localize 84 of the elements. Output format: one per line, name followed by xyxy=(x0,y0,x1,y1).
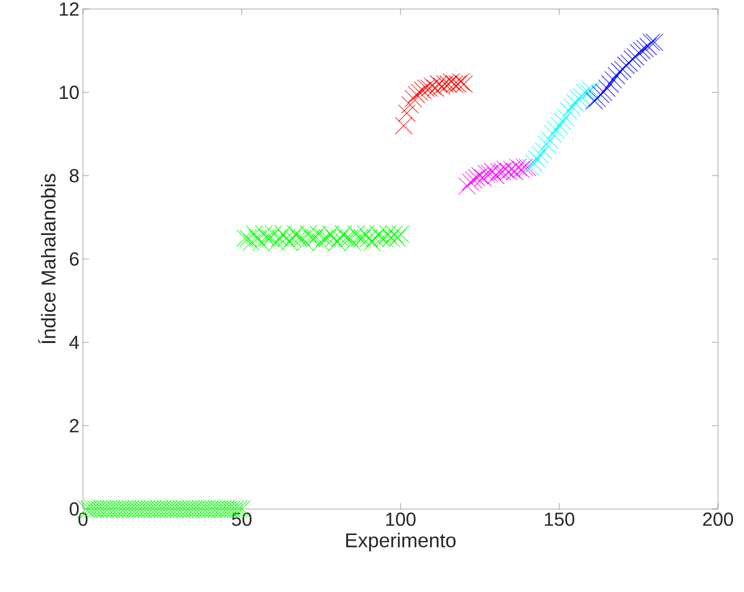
point xyxy=(608,66,626,84)
point xyxy=(414,81,432,100)
point xyxy=(420,79,438,97)
point xyxy=(617,56,635,74)
x-tick-label: 50 xyxy=(232,512,252,526)
point xyxy=(579,84,597,102)
point xyxy=(601,75,619,93)
point xyxy=(630,44,648,62)
point xyxy=(598,79,616,97)
point xyxy=(480,164,498,182)
point xyxy=(534,142,552,160)
point xyxy=(410,84,428,102)
point xyxy=(636,40,654,58)
point xyxy=(509,158,527,176)
y-tick-label: 6 xyxy=(70,252,79,266)
point xyxy=(594,84,612,102)
point xyxy=(309,225,327,243)
point xyxy=(442,73,460,91)
point xyxy=(566,94,584,112)
point xyxy=(474,168,492,187)
y-tick-label: 12 xyxy=(60,2,79,16)
point xyxy=(528,150,546,168)
point xyxy=(464,171,482,189)
point xyxy=(642,34,660,52)
point xyxy=(322,225,340,243)
point xyxy=(236,229,254,247)
point xyxy=(540,131,559,150)
x-tick-label: 150 xyxy=(544,512,574,526)
y-tick-label: 2 xyxy=(70,419,79,432)
point xyxy=(582,81,600,100)
point xyxy=(394,116,412,134)
x-tick-label: 0 xyxy=(78,512,88,526)
point xyxy=(556,108,574,126)
point xyxy=(538,136,556,154)
y-tick-label: 8 xyxy=(70,168,79,182)
point xyxy=(633,42,651,60)
x-axis-title: Experimento xyxy=(346,532,456,552)
point xyxy=(334,225,352,243)
point xyxy=(639,38,657,56)
point xyxy=(525,154,543,172)
point xyxy=(522,158,540,176)
point xyxy=(623,50,642,68)
point xyxy=(426,79,444,97)
point xyxy=(404,90,422,108)
point xyxy=(248,229,266,247)
point xyxy=(610,62,628,80)
y-tick-label: 10 xyxy=(60,86,79,100)
point xyxy=(550,116,568,134)
point xyxy=(408,86,426,104)
point xyxy=(563,98,581,116)
point xyxy=(604,71,622,89)
point xyxy=(242,234,260,252)
point xyxy=(576,84,594,102)
point xyxy=(554,112,572,130)
point xyxy=(531,146,549,164)
y-axis-title: Índice Mahalanobis xyxy=(38,174,56,344)
point xyxy=(572,88,590,106)
point xyxy=(462,173,480,191)
point xyxy=(614,60,632,78)
x-tick-label: 100 xyxy=(386,512,416,526)
point xyxy=(626,48,644,66)
point xyxy=(356,225,374,243)
point xyxy=(547,121,565,139)
point xyxy=(458,177,476,195)
y-tick-label: 4 xyxy=(69,336,79,349)
point xyxy=(300,225,318,243)
point xyxy=(620,54,638,72)
point xyxy=(401,96,419,114)
point xyxy=(286,225,305,243)
point xyxy=(646,34,664,52)
x-tick-label: 200 xyxy=(703,512,734,526)
point xyxy=(379,225,397,243)
point xyxy=(347,225,365,243)
point xyxy=(585,92,603,110)
point xyxy=(560,102,578,120)
point xyxy=(592,86,610,104)
point xyxy=(392,225,410,243)
point xyxy=(588,90,606,108)
point xyxy=(398,104,416,122)
y-tick-label: 0 xyxy=(70,502,79,516)
point xyxy=(468,168,486,187)
point xyxy=(516,158,534,176)
point xyxy=(544,125,562,143)
point xyxy=(570,90,588,108)
